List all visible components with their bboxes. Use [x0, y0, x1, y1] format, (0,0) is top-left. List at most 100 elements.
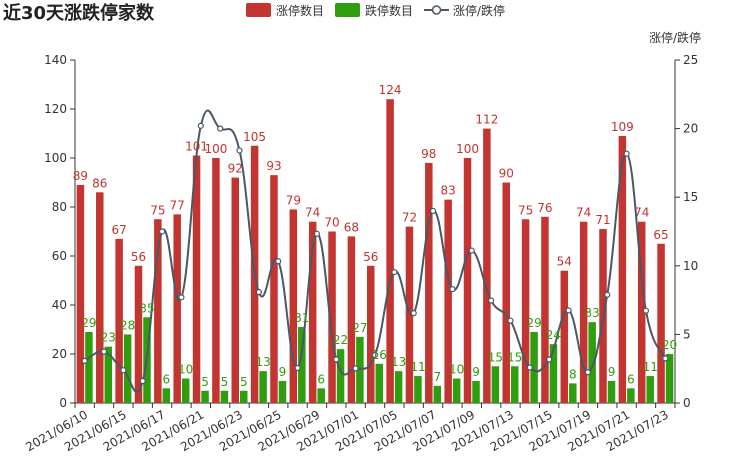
bar-limit-up [115, 238, 123, 403]
data-label-limit-down: 24 [546, 328, 561, 342]
ratio-point [391, 269, 398, 276]
y-tick-right-label: 5 [683, 327, 691, 341]
bar-limit-down [491, 366, 500, 403]
bar-limit-up [579, 221, 588, 403]
data-label-limit-up: 89 [73, 169, 88, 183]
data-label-limit-down: 9 [472, 365, 480, 379]
bar-limit-up [521, 219, 530, 403]
ratio-point [158, 228, 166, 235]
ratio-point [236, 147, 243, 154]
legend-label-ratio[interactable]: 涨停/跌停 [453, 3, 505, 18]
y-tick-right-label: 20 [683, 122, 698, 136]
ratio-point [623, 150, 630, 157]
bar-limit-up [367, 265, 375, 403]
data-label-limit-up: 98 [421, 147, 436, 161]
bar-limit-down [85, 331, 93, 403]
data-label-limit-up: 70 [324, 216, 339, 230]
data-label-limit-up: 56 [131, 250, 146, 264]
bar-limit-down [240, 390, 248, 403]
bar-limit-up [405, 226, 414, 403]
y-tick-left-label: 60 [52, 249, 67, 263]
data-label-limit-up: 68 [344, 220, 359, 234]
bar-limit-up [328, 231, 336, 403]
data-label-limit-down: 9 [608, 365, 616, 379]
legend[interactable]: 涨停数目 跌停数目 涨停/跌停 [246, 3, 505, 18]
bar-limit-up [541, 216, 549, 403]
data-label-limit-up: 74 [305, 206, 320, 220]
ratio-point [371, 351, 379, 359]
data-label-limit-up: 74 [634, 206, 649, 220]
y-tick-left-label: 40 [52, 298, 67, 312]
y-tick-left-label: 0 [59, 396, 67, 410]
data-label-limit-up: 56 [363, 250, 378, 264]
bar-limit-down [181, 378, 190, 403]
ratio-point [275, 258, 282, 265]
bar-limit-down [123, 334, 132, 403]
data-label-limit-up: 109 [611, 120, 634, 134]
bar-limit-up [618, 135, 627, 403]
bar-limit-down [627, 388, 635, 403]
ratio-point [120, 367, 127, 374]
legend-label-limit-up[interactable]: 涨停数目 [276, 3, 324, 18]
ratio-point [255, 289, 262, 296]
y-tick-left-label: 100 [44, 151, 67, 165]
ratio-point [217, 125, 224, 132]
data-label-limit-down: 7 [433, 370, 441, 384]
ratio-point [662, 355, 669, 362]
ratio-point [488, 297, 495, 304]
legend-swatch-limit-down[interactable] [335, 3, 360, 17]
data-label-limit-down: 28 [120, 318, 135, 332]
ratio-point [449, 286, 456, 293]
data-label-limit-down: 35 [139, 301, 154, 315]
bar-limit-up [560, 270, 569, 403]
data-label-limit-up: 74 [576, 206, 591, 220]
bar-limit-up [347, 236, 356, 403]
bar-limit-up [483, 128, 491, 403]
ratio-line [81, 109, 669, 393]
legend-label-limit-down[interactable]: 跌停数目 [365, 3, 413, 18]
data-label-limit-down: 5 [240, 375, 248, 389]
data-label-limit-down: 29 [81, 316, 96, 330]
data-label-limit-down: 20 [662, 338, 677, 352]
bar-limit-down [298, 327, 306, 403]
ratio-point [642, 307, 650, 314]
bar-limit-up [444, 199, 452, 403]
bar-limit-down [317, 388, 325, 403]
data-label-limit-down: 10 [178, 363, 193, 377]
bar-limit-up [96, 192, 104, 403]
data-label-limit-up: 54 [557, 255, 572, 269]
data-label-limit-up: 101 [185, 140, 208, 154]
bar-limit-down [336, 349, 345, 403]
ratio-point [178, 294, 185, 301]
y-tick-left-label: 120 [44, 102, 67, 116]
data-label-limit-up: 92 [228, 162, 243, 176]
data-label-limit-down: 6 [317, 372, 325, 386]
legend-marker-ratio[interactable] [431, 5, 442, 15]
y-tick-right-label: 10 [683, 259, 698, 273]
bar-limit-down [530, 331, 538, 403]
data-label-limit-up: 77 [170, 198, 185, 212]
ratio-point [139, 377, 146, 385]
ratio-point [100, 348, 108, 355]
bar-limit-down [452, 378, 461, 403]
y-tick-left-label: 140 [44, 53, 67, 67]
bar-limit-up [425, 162, 433, 403]
bar-limit-up [173, 214, 181, 403]
bar-limit-up [637, 221, 646, 403]
axes: 02040608010012014005101520252021/06/1020… [23, 53, 698, 454]
bar-limit-down [162, 388, 171, 403]
legend-swatch-limit-up[interactable] [246, 3, 271, 17]
bar-limit-up [657, 243, 665, 403]
chart-title: 近30天涨跌停家数 [3, 2, 155, 24]
data-label-limit-down: 9 [279, 365, 287, 379]
bar-limit-down [510, 366, 519, 403]
y-tick-right-label: 15 [683, 190, 698, 204]
bar-limit-up [502, 182, 510, 403]
ratio-point [526, 364, 533, 371]
bar-limit-up [192, 155, 201, 403]
bar-limit-up [154, 219, 162, 403]
ratio-point [546, 356, 553, 363]
bar-limit-down [278, 380, 287, 403]
